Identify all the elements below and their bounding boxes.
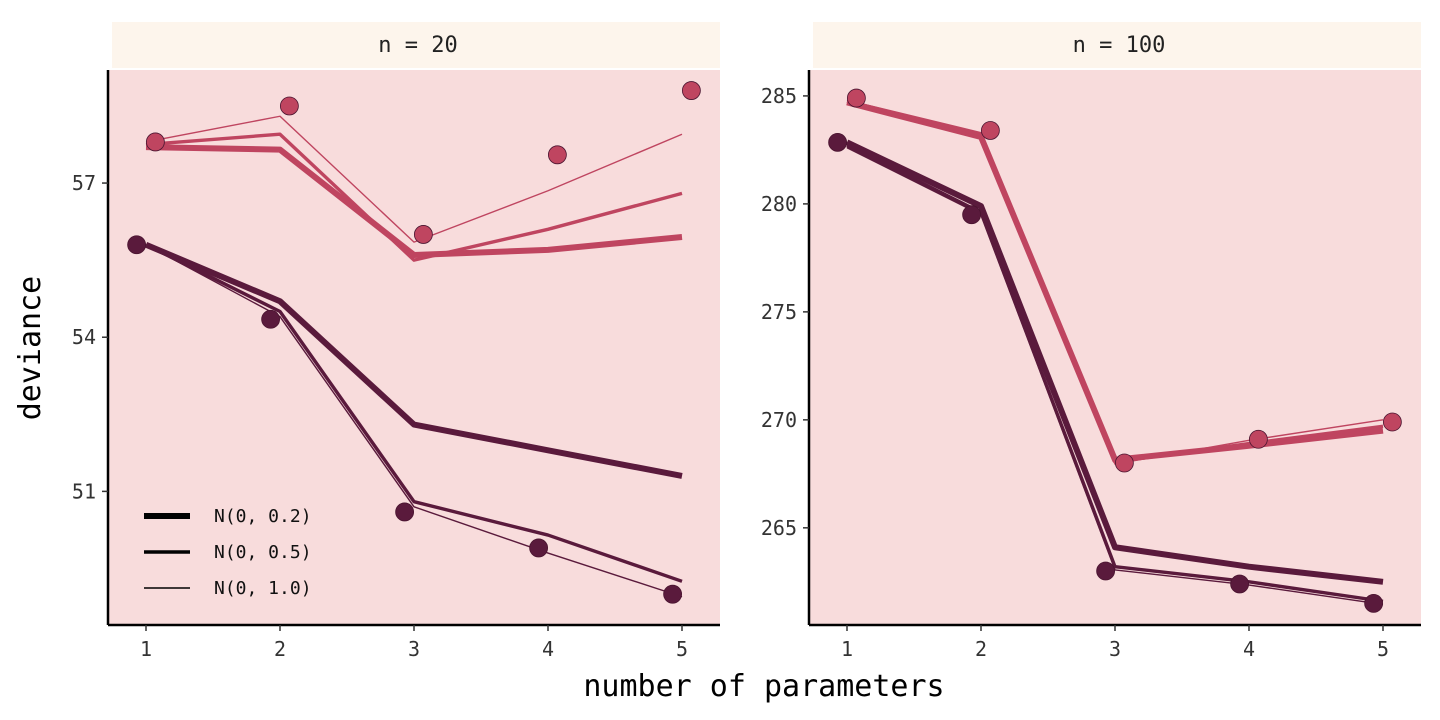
- data-point-out-of_sample: [145, 132, 165, 152]
- panel-2: n = 100 265 270 275 280 285 1 2 3 4 5: [761, 22, 1421, 661]
- y-tick-label: 54: [72, 325, 96, 349]
- panel-strip: [112, 22, 720, 68]
- x-tick-label: 4: [542, 637, 554, 661]
- y-tick-label: 57: [72, 171, 96, 195]
- legend-label: N(0, 0.5): [214, 542, 312, 563]
- y-tick-label: 285: [761, 84, 797, 108]
- x-tick-label: 2: [975, 637, 987, 661]
- x-tick-label: 3: [1109, 637, 1121, 661]
- data-point-out-of_sample: [547, 145, 567, 165]
- x-tick-label: 2: [274, 637, 286, 661]
- panel-background: [809, 70, 1421, 625]
- data-point-in-sample: [828, 132, 848, 152]
- series-line-in-sample: [845, 139, 1384, 585]
- data-point-in-sample: [529, 538, 549, 558]
- series-line-in-sample: [145, 243, 683, 583]
- x-tick-label: 3: [408, 637, 420, 661]
- data-point-out-of_sample: [1114, 453, 1134, 473]
- data-point-in-sample: [1230, 574, 1250, 594]
- data-point-in-sample: [1364, 594, 1384, 613]
- series-line-out-of_sample: [846, 99, 1384, 465]
- series-line-in-sample: [144, 241, 683, 479]
- panel-strip: [813, 22, 1421, 68]
- panel-strip-label: n = 100: [1073, 33, 1166, 58]
- data-point-out-of_sample: [980, 121, 1000, 140]
- legend-label: N(0, 1.0): [214, 578, 312, 599]
- y-tick-label: 280: [761, 192, 797, 216]
- data-point-in-sample: [261, 309, 281, 329]
- data-point-out-of_sample: [846, 88, 866, 108]
- y-tick-label: 51: [72, 479, 96, 503]
- y-axis-title: deviance: [13, 276, 48, 421]
- panel-strip-label: n = 20: [378, 33, 457, 58]
- series-line-in-sample: [846, 144, 1384, 603]
- data-point-out-of_sample: [1248, 429, 1268, 449]
- series-line-out-of_sample: [145, 132, 683, 262]
- data-point-in-sample: [395, 502, 415, 522]
- series-line-in-sample: [145, 244, 683, 598]
- legend-label: N(0, 0.2): [214, 506, 312, 527]
- data-point-in-sample: [663, 584, 683, 604]
- legend: N(0, 0.2) N(0, 0.5) N(0, 1.0): [144, 506, 312, 599]
- y-tick-label: 265: [761, 516, 797, 540]
- data-point-in-sample: [1096, 561, 1116, 581]
- panel-background: [108, 70, 720, 625]
- data-point-in-sample: [127, 235, 147, 255]
- data-point-out-of_sample: [681, 81, 701, 100]
- data-point-out-of_sample: [413, 225, 433, 244]
- x-tick-label: 4: [1243, 637, 1255, 661]
- data-point-out-of_sample: [279, 96, 299, 116]
- series-line-out-of_sample: [145, 144, 683, 258]
- series-line-out-of_sample: [846, 99, 1384, 464]
- data-point-out-of_sample: [1382, 412, 1402, 432]
- x-axis-title: number of parameters: [583, 669, 944, 704]
- series-line-out-of_sample: [145, 115, 683, 243]
- y-tick-label: 275: [761, 300, 797, 324]
- x-tick-label: 5: [676, 637, 688, 661]
- data-point-in-sample: [962, 205, 982, 225]
- panel-1: n = 20 51 54 57 1 2 3 4 5: [72, 22, 720, 661]
- x-tick-label: 5: [1377, 637, 1389, 661]
- x-tick-label: 1: [140, 637, 152, 661]
- y-tick-label: 270: [761, 408, 797, 432]
- series-line-in-sample: [846, 147, 1384, 606]
- x-tick-label: 1: [841, 637, 853, 661]
